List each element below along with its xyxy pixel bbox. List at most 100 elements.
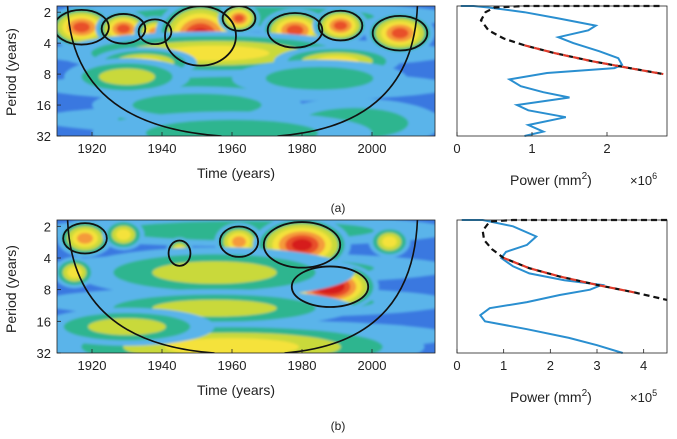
period-axis-ticks-b: 2 4 8 16 32 (37, 219, 61, 361)
power-tick-label: 4 (640, 358, 647, 373)
period-tick-label: 8 (44, 283, 51, 298)
period-tick-label: 4 (44, 36, 51, 51)
power-contour (132, 93, 262, 117)
period-tick-label: 2 (44, 219, 51, 234)
power-contour (333, 21, 348, 31)
significance-contour (218, 225, 260, 258)
power-tick-label: 0 (453, 358, 460, 373)
period-tick-label: 32 (37, 346, 51, 361)
significance-line-red (524, 44, 664, 76)
power-tick-label: 2 (547, 358, 554, 373)
period-axis-label-a: Period (years) (3, 28, 19, 116)
power-tick-label: 1 (528, 141, 535, 156)
cone-of-influence-b (66, 220, 419, 353)
time-axis-ticks-a: 1920 1940 1960 1980 2000 (78, 132, 387, 156)
global-spectrum-lines-b (461, 218, 668, 354)
coi-right-curve (284, 220, 419, 353)
power-contour (291, 238, 313, 251)
period-axis-label-b: Period (years) (3, 245, 19, 333)
power-tick-label: 3 (593, 358, 600, 373)
global-spectrum-b: 0 1 2 3 4 Power (mm2) ×105 (453, 218, 668, 405)
power-contour (99, 68, 155, 86)
power-axis-scale-b: ×105 (630, 388, 657, 405)
power-frame-b (456, 219, 668, 354)
power-contour (382, 236, 397, 248)
power-contour (73, 21, 90, 33)
significance-contour (290, 265, 370, 308)
significance-contour (100, 13, 147, 45)
coi-left-curve (66, 6, 222, 136)
time-tick-label: 1980 (288, 358, 317, 373)
power-axis-ticks-b: 0 1 2 3 4 (453, 349, 647, 373)
coi-left-curve (66, 220, 215, 353)
significance-line-black (481, 218, 668, 301)
power-contour (265, 66, 374, 90)
plot-frame-b (56, 219, 436, 354)
power-contour (233, 14, 245, 23)
coi-right-curve (277, 6, 419, 136)
period-tick-label: 16 (37, 314, 51, 329)
global-spectrum-a: 0 1 2 Power (mm2) ×106 (453, 4, 668, 188)
global-power-line (461, 219, 623, 354)
power-contour (116, 229, 131, 241)
power-contour (77, 232, 93, 244)
time-tick-label: 1940 (148, 141, 177, 156)
panel-label-a: (a) (331, 201, 346, 215)
power-contour (88, 318, 166, 336)
plot-frame-a (56, 5, 436, 137)
time-axis-ticks-b: 1920 1940 1960 1980 2000 (78, 349, 387, 373)
time-tick-label: 1920 (78, 358, 107, 373)
time-axis-label-a: Time (years) (197, 165, 275, 181)
period-tick-label: 2 (44, 5, 51, 20)
power-contour (165, 338, 299, 353)
global-power-line (460, 5, 624, 137)
wavelet-spectrum-a: 1920 1940 1960 1980 2000 2 4 8 16 32 Time (years… (3, 5, 436, 181)
period-axis-ticks-a: 2 4 8 16 32 (37, 5, 61, 144)
significance-line-black (479, 4, 664, 76)
power-axis-ticks-a: 0 1 2 (453, 132, 611, 156)
wavelet-spectrum-b: 1920 1940 1960 1980 2000 2 4 8 16 32 Time (years… (3, 219, 436, 398)
time-tick-label: 1960 (218, 358, 247, 373)
time-tick-label: 2000 (358, 141, 387, 156)
period-tick-label: 16 (37, 98, 51, 113)
power-contour (391, 27, 409, 39)
power-axis-scale-a: ×106 (630, 171, 657, 188)
significance-line-red (503, 256, 635, 294)
power-tick-label: 0 (453, 141, 460, 156)
time-tick-label: 1940 (148, 358, 177, 373)
time-tick-label: 2000 (358, 358, 387, 373)
power-contour (286, 25, 304, 36)
wavelet-heatmap-b (57, 220, 435, 353)
significance-contour (167, 239, 192, 267)
time-tick-label: 1980 (288, 141, 317, 156)
period-tick-label: 32 (37, 129, 51, 144)
power-axis-label-a: Power (mm2) (510, 171, 592, 188)
time-tick-label: 1920 (78, 141, 107, 156)
time-axis-label-b: Time (years) (197, 382, 275, 398)
significance-contour (62, 222, 108, 255)
power-contour (116, 24, 131, 34)
power-axis-label-b: Power (mm2) (510, 388, 592, 405)
panel-label-b: (b) (331, 419, 346, 433)
period-tick-label: 4 (44, 251, 51, 266)
power-tick-label: 1 (500, 358, 507, 373)
power-tick-label: 2 (603, 141, 610, 156)
global-spectrum-lines-a (460, 4, 664, 137)
period-tick-label: 8 (44, 67, 51, 82)
power-contour (152, 261, 277, 284)
significance-contour (57, 8, 110, 46)
significance-contour (266, 12, 324, 49)
wavelet-heatmap-a (57, 6, 435, 136)
time-tick-label: 1960 (218, 141, 247, 156)
power-contour (134, 220, 358, 223)
power-frame-a (456, 5, 668, 137)
significance-contour (371, 14, 429, 52)
significance-contour (262, 221, 342, 269)
power-contour (232, 236, 246, 248)
panel-a: 1920 1940 1960 1980 2000 2 4 8 16 32 Time (years… (3, 4, 668, 215)
cone-of-influence-a (66, 6, 419, 136)
significance-contour (137, 18, 173, 46)
significance-contour (317, 9, 364, 42)
